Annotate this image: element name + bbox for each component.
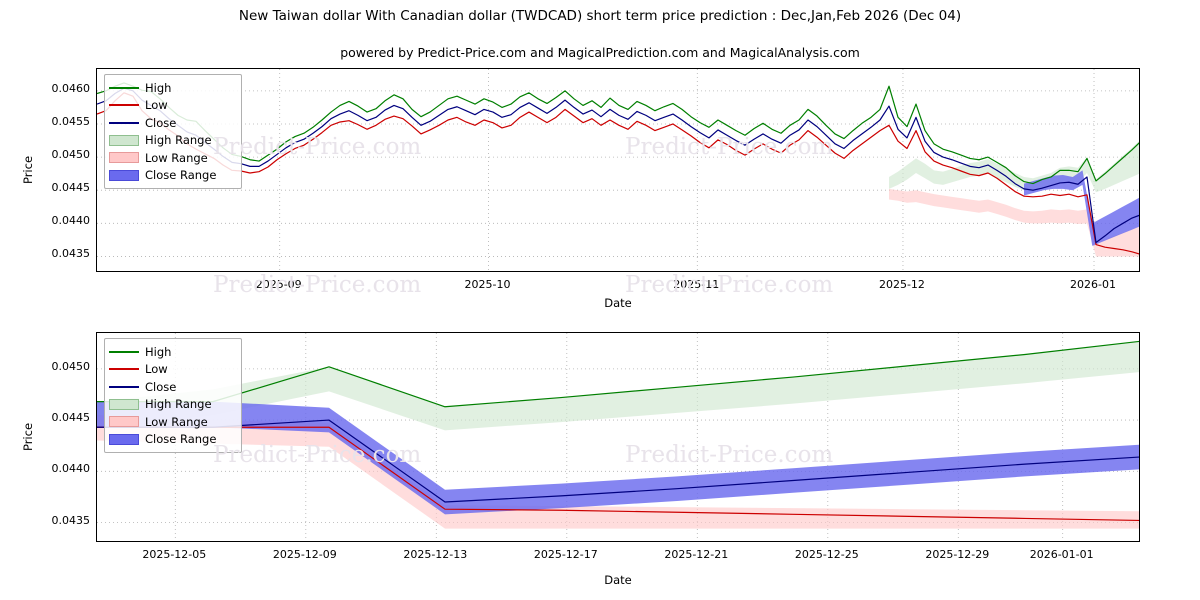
- bottom-legend: High Low Close High Range Low Range Close Ran…: [104, 338, 242, 453]
- legend-label: High: [145, 80, 172, 95]
- legend-swatch-high: [109, 346, 139, 358]
- x-tick-label: 2026-01: [1070, 278, 1116, 291]
- y-tick-label: 0.0435: [51, 247, 91, 261]
- legend-item: High Range: [109, 132, 235, 150]
- y-tick-label: 0.0455: [51, 114, 91, 128]
- legend-item: Low Range: [109, 413, 235, 431]
- legend-item: Close: [109, 114, 235, 132]
- legend-item: Low: [109, 361, 235, 379]
- legend-swatch-high: [109, 82, 139, 94]
- legend-swatch-low: [109, 99, 139, 111]
- x-tick-label: 2025-12: [878, 278, 925, 291]
- legend-label: Low Range: [145, 414, 208, 429]
- x-tick-label: 2025-12-05: [142, 548, 207, 561]
- bottom-x-axis-label: Date: [604, 573, 632, 587]
- legend-swatch-close-range: [109, 169, 139, 181]
- top-chart-svg: [97, 69, 1139, 271]
- y-tick-label: 0.0440: [51, 214, 91, 228]
- legend-label: Close: [145, 115, 177, 130]
- y-tick-label: 0.0445: [51, 181, 91, 195]
- x-tick-label: 2025-10: [464, 278, 511, 291]
- legend-label: High: [145, 344, 172, 359]
- x-tick-label: 2026-01-01: [1029, 548, 1094, 561]
- x-tick-label: 2025-11: [673, 278, 720, 291]
- legend-item: Close: [109, 378, 235, 396]
- legend-item: High Range: [109, 396, 235, 414]
- top-panel: Price Date 0.0435 0.0440 0.0445 0.0450 0.045…: [21, 68, 1140, 310]
- legend-label: Close: [145, 379, 177, 394]
- x-tick-label: 2025-12-25: [794, 548, 859, 561]
- legend-swatch-low: [109, 363, 139, 375]
- y-tick-label: 0.0435: [51, 513, 91, 527]
- legend-swatch-close: [109, 381, 139, 393]
- y-tick-label: 0.0450: [51, 148, 91, 162]
- legend-label: Low: [145, 98, 168, 113]
- bottom-y-axis-label: Price: [21, 422, 35, 452]
- legend-swatch-high-range: [109, 398, 139, 410]
- bottom-plot-area: [96, 332, 1140, 542]
- legend-swatch-close: [109, 117, 139, 129]
- legend-item: Close Range: [109, 431, 235, 449]
- legend-label: High Range: [145, 397, 212, 412]
- top-y-axis-label: Price: [21, 155, 35, 185]
- top-plot-area: [96, 68, 1140, 272]
- legend-label: Low Range: [145, 150, 208, 165]
- legend-swatch-close-range: [109, 433, 139, 445]
- legend-swatch-high-range: [109, 134, 139, 146]
- page-title: New Taiwan dollar With Canadian dollar (…: [238, 8, 962, 24]
- x-tick-label: 2025-12-13: [403, 548, 468, 561]
- x-tick-label: 2025-12-29: [925, 548, 990, 561]
- legend-label: High Range: [145, 133, 212, 148]
- bottom-chart-svg: [97, 333, 1139, 541]
- legend-item: High: [109, 79, 235, 97]
- legend-item: Low: [109, 97, 235, 115]
- y-tick-label: 0.0450: [51, 359, 91, 373]
- legend-item: Close Range: [109, 167, 235, 185]
- x-tick-label: 2025-12-21: [664, 548, 729, 561]
- y-tick-label: 0.0440: [51, 462, 91, 476]
- y-tick-label: 0.0460: [51, 81, 91, 95]
- legend-item: High: [109, 343, 235, 361]
- legend-label: Close Range: [145, 432, 217, 447]
- legend-label: Low: [145, 362, 168, 377]
- page-subtitle: powered by Predict-Price.com and Magical…: [340, 45, 860, 60]
- x-tick-label: 2025-12-17: [533, 548, 598, 561]
- bottom-panel: Price Date 0.0435 0.0440 0.0445 0.0450 2025-…: [0, 310, 1200, 600]
- legend-label: Close Range: [145, 168, 217, 183]
- top-x-axis-label: Date: [604, 296, 632, 310]
- x-tick-label: 2025-09: [255, 278, 302, 291]
- y-tick-label: 0.0445: [51, 411, 91, 425]
- legend-item: Low Range: [109, 149, 235, 167]
- legend-swatch-low-range: [109, 416, 139, 428]
- legend-swatch-low-range: [109, 152, 139, 164]
- top-legend: High Low Close High Range Low Range Close Ran…: [104, 74, 242, 189]
- x-tick-label: 2025-12-09: [272, 548, 337, 561]
